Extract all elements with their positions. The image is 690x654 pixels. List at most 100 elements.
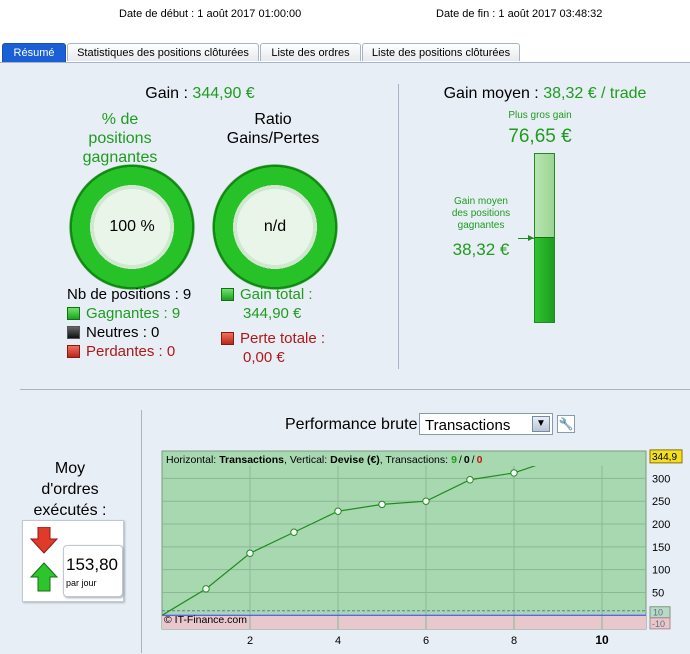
info-t-label: , Transactions: xyxy=(380,454,448,466)
last-value-tag: 344,9 xyxy=(649,449,683,464)
ratio-title: Ratio Gains/Pertes xyxy=(208,110,338,148)
data-point xyxy=(334,507,342,515)
vertical-divider xyxy=(398,84,399,369)
info-t-sep1: / xyxy=(459,454,462,466)
orders-unit: par jour xyxy=(66,578,97,588)
y-tick-label: 200 xyxy=(652,519,670,531)
x-tick-label: 2 xyxy=(247,635,253,647)
x-tick-label: 6 xyxy=(423,635,429,647)
orders-title: Moy d'ordres exécutés : xyxy=(20,458,120,521)
avg-gain-value: 38,32 € / trade xyxy=(543,85,647,102)
x-tick-label: 8 xyxy=(511,635,517,647)
ratio-value: n/d xyxy=(263,218,287,235)
avg-gain-bar xyxy=(534,153,555,323)
info-v-label: , Vertical: xyxy=(284,454,327,466)
wrench-icon[interactable]: 🔧 xyxy=(557,415,575,433)
chart-grid xyxy=(162,451,646,629)
avg-gain-pointer xyxy=(518,238,534,239)
band-neg-tag: -10 xyxy=(652,619,665,629)
info-t-win: 9 xyxy=(451,454,457,466)
pct-title-line3: gagnantes xyxy=(82,149,158,166)
orders-value-box: 153,80 par jour xyxy=(63,545,123,597)
nb-positions: Nb de positions : 9 xyxy=(67,286,192,303)
info-h-value: Transactions xyxy=(219,454,284,466)
orders-value: 153,80 xyxy=(66,555,118,574)
total-gain-label: Gain total : xyxy=(240,286,313,303)
data-point xyxy=(466,476,474,484)
start-date: Date de début : 1 août 2017 01:00:00 xyxy=(119,8,301,20)
y-axis-ticks: 50 100 150 200 250 300 xyxy=(652,473,670,599)
tab-liste-positions[interactable]: Liste des positions clôturées xyxy=(362,43,520,61)
info-t-sep2: / xyxy=(472,454,475,466)
positions-legend: Nb de positions : 9 Gagnantes : 9 Neutre… xyxy=(67,285,191,361)
band-neg-tag-bg xyxy=(649,617,671,630)
x-tick-label: 4 xyxy=(335,635,341,647)
gain-label: Gain : xyxy=(145,85,188,102)
orders-title-line1: Moy xyxy=(54,460,86,477)
plot-area xyxy=(161,450,647,630)
info-h-label: Horizontal: xyxy=(166,454,216,466)
copyright: © IT-Finance.com xyxy=(164,614,247,626)
info-v-value: Devise (€) xyxy=(330,454,380,466)
ratio-donut: n/d xyxy=(210,162,340,292)
orders-card: 153,80 par jour xyxy=(22,520,124,602)
performance-select-value: Transactions xyxy=(425,417,511,434)
x-axis-ticks: 2 4 6 8 10 xyxy=(247,633,609,647)
tab-resume[interactable]: Résumé xyxy=(2,43,66,63)
end-date: Date de fin : 1 août 2017 03:48:32 xyxy=(436,8,602,20)
data-point xyxy=(378,500,386,509)
arrow-right-icon xyxy=(528,235,534,241)
legend-losing: Perdantes : 0 xyxy=(67,342,191,361)
winning-count: Gagnantes : 9 xyxy=(86,305,181,322)
avg-winning-label: Gain moyen des positions gagnantes xyxy=(438,196,524,232)
start-date-label: Date de début : xyxy=(119,8,195,20)
avg-gain-header: Gain moyen : 38,32 € / trade xyxy=(400,85,690,103)
red-square-icon xyxy=(67,345,80,358)
y-tick-label: 250 xyxy=(652,496,670,508)
y-tick-label: 150 xyxy=(652,542,670,554)
legend-winning: Gagnantes : 9 xyxy=(67,304,191,323)
performance-select[interactable]: Transactions ▼ xyxy=(419,413,553,435)
total-loss-value: 0,00 € xyxy=(243,349,285,366)
legend-neutral: Neutres : 0 xyxy=(67,323,191,342)
band-pos-tag: 10 xyxy=(653,608,663,618)
end-date-value: 1 août 2017 03:48:32 xyxy=(498,8,603,20)
y-tick-label: 300 xyxy=(652,473,670,485)
x-tick-label: 10 xyxy=(595,633,609,647)
total-loss-label: Perte totale : xyxy=(240,330,326,347)
end-date-label: Date de fin : xyxy=(436,8,496,20)
pct-title-line2: positions xyxy=(88,130,152,147)
chart-info: Horizontal: Transactions, Vertical: Devise… xyxy=(166,454,483,466)
total-gain: Gain total : xyxy=(221,285,325,304)
orders-title-line3: exécutés : xyxy=(33,502,107,519)
totals-legend: Gain total : 344,90 € Perte totale : 0,0… xyxy=(221,285,325,367)
neutral-count: Neutres : 0 xyxy=(86,324,160,341)
orders-title-line2: d'ordres xyxy=(41,481,99,498)
red-square-icon xyxy=(221,332,234,345)
y-tick-label: 50 xyxy=(652,587,664,599)
total-loss: Perte totale : xyxy=(221,329,325,348)
ratio-title-line1: Ratio xyxy=(254,111,292,128)
performance-label: Performance brute xyxy=(285,416,418,433)
start-date-value: 1 août 2017 01:00:00 xyxy=(197,8,302,20)
tab-liste-ordres[interactable]: Liste des ordres xyxy=(260,43,361,61)
data-point xyxy=(202,585,210,593)
data-point xyxy=(510,469,518,477)
horizontal-divider xyxy=(20,389,690,390)
ratio-title-line2: Gains/Pertes xyxy=(226,130,320,147)
pct-winning-title: % de positions gagnantes xyxy=(60,110,180,167)
pct-winning-donut: 100 % xyxy=(67,162,197,292)
total-gain-value: 344,90 € xyxy=(243,305,302,322)
last-value-tag-bg xyxy=(649,449,683,464)
last-value-tag-text: 344,9 xyxy=(652,452,677,463)
avg-winning-label-line3: gagnantes xyxy=(457,220,505,231)
avg-winning-value: 38,32 € xyxy=(452,240,510,259)
series-line xyxy=(161,457,559,616)
green-square-icon xyxy=(67,307,80,320)
max-gain-label: Plus gros gain xyxy=(508,110,572,121)
losing-count: Perdantes : 0 xyxy=(86,343,176,360)
data-point xyxy=(246,549,254,557)
chevron-down-icon[interactable]: ▼ xyxy=(532,416,550,432)
gain-value: 344,90 € xyxy=(192,85,255,102)
tab-stats-positions[interactable]: Statistiques des positions clôturées xyxy=(67,43,259,61)
